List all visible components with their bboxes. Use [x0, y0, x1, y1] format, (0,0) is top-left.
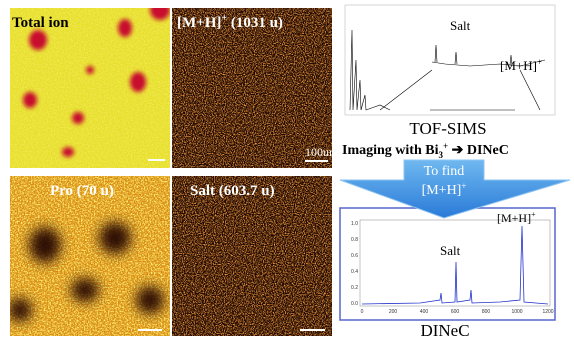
x-tick-label: 1000 [511, 309, 522, 315]
panel-label: Total ion [12, 15, 69, 31]
scale-label: 100um [305, 145, 339, 159]
x-tick-label: 600 [451, 309, 460, 315]
image-panel [172, 8, 332, 168]
arrow-text: [M+H]+ [422, 181, 467, 198]
arrow-text: To find [424, 164, 465, 179]
figure: Total ion [M+H]+ (1031 u) 100um Pro (70 … [0, 0, 574, 340]
x-tick-label: 400 [420, 309, 429, 315]
caption: DINeC [420, 321, 469, 340]
panel-label: Pro (70 u) [50, 183, 114, 199]
image-panel [172, 176, 332, 336]
y-tick-label: 0.2 [351, 285, 358, 291]
peak-label: Salt [450, 18, 471, 33]
y-tick-label: 0.8 [351, 237, 358, 243]
peak-label: [M+H]+ [500, 57, 542, 73]
panel-label: Salt (603.7 u) [190, 183, 275, 199]
y-tick-label: 0.6 [351, 253, 358, 259]
y-tick-label: 0.0 [351, 301, 358, 307]
panel-label: [M+H]+ (1031 u) [177, 13, 283, 31]
y-tick-label: 1.0 [351, 221, 358, 227]
image-panel [8, 176, 170, 336]
caption: TOF-SIMS [409, 119, 486, 138]
x-tick-label: 800 [482, 309, 491, 315]
x-tick-label: 1200 [542, 309, 553, 315]
x-tick-label: 0 [361, 309, 364, 315]
imaging-text: Imaging with Bi3+ ➔ DINeC [342, 141, 509, 160]
peak-label: [M+H]+ [497, 210, 536, 225]
peak-label: Salt [440, 243, 461, 258]
x-tick-label: 200 [389, 309, 398, 315]
y-tick-label: 0.4 [351, 269, 358, 275]
